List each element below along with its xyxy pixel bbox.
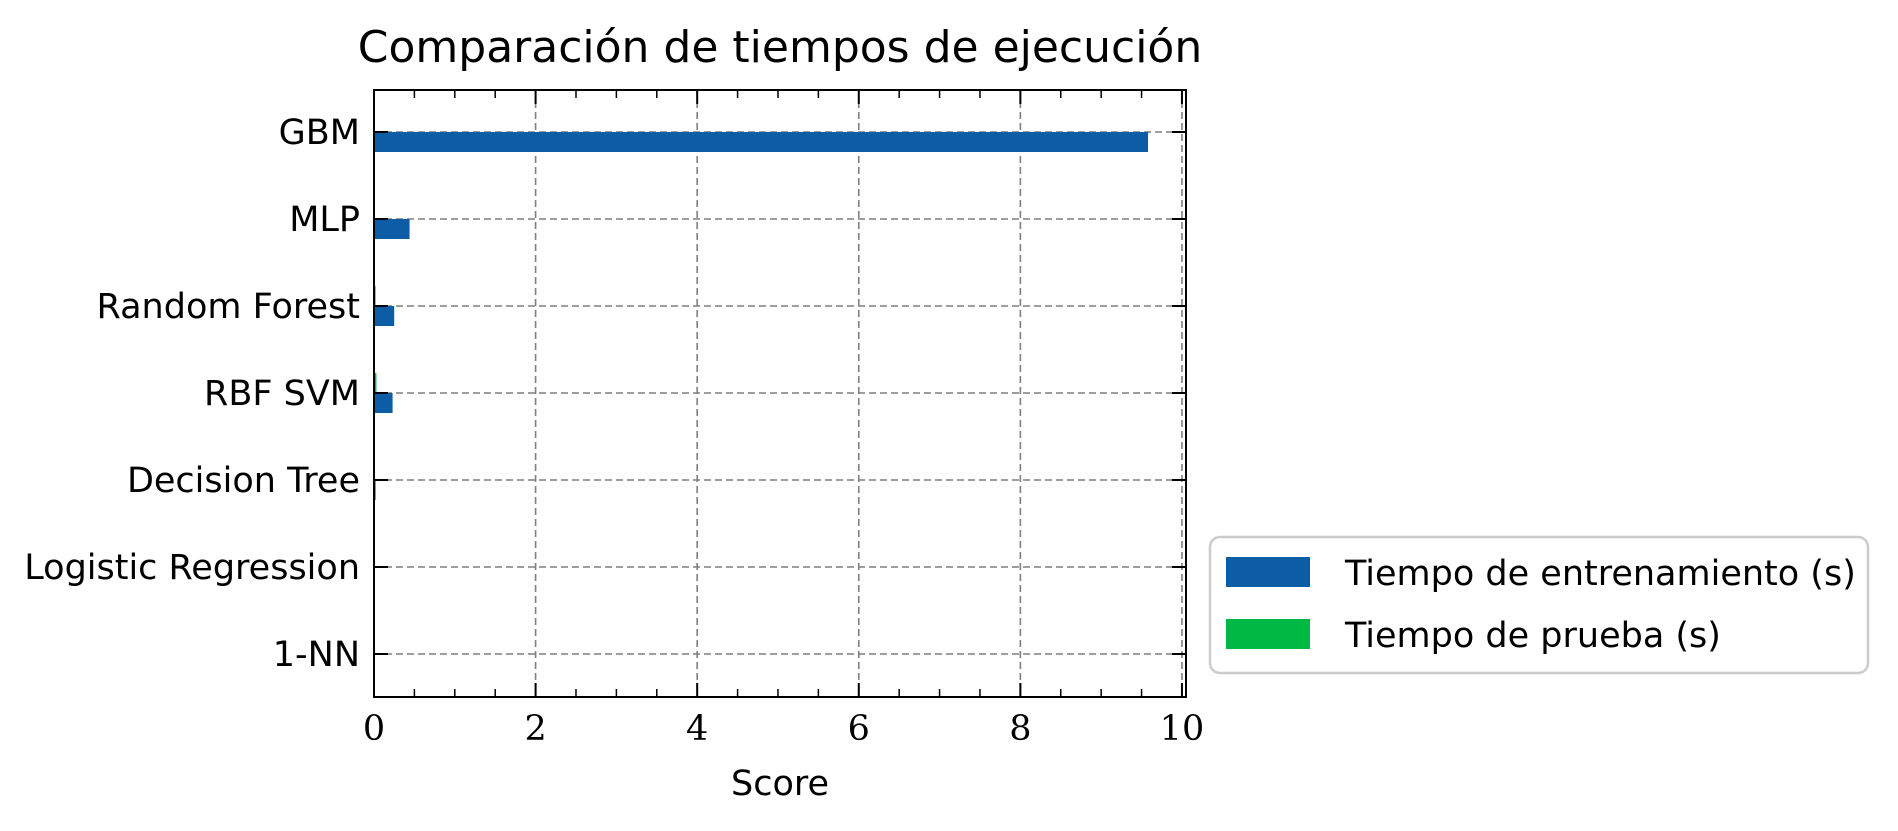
legend-swatch-training	[1226, 557, 1310, 587]
x-tick-label: 10	[1160, 709, 1205, 749]
y-tick-label: MLP	[289, 200, 360, 240]
bar-training	[374, 219, 410, 239]
grid-lines	[373, 90, 1186, 697]
bar-training	[374, 132, 1149, 152]
bars	[374, 132, 1149, 674]
y-tick-label: GBM	[279, 113, 360, 153]
x-tick-label: 8	[1009, 709, 1031, 749]
y-tick-label: Decision Tree	[127, 461, 360, 501]
y-tick-label: RBF SVM	[204, 374, 360, 414]
axis-ticks	[373, 90, 1186, 697]
legend: Tiempo de entrenamiento (s) Tiempo de pr…	[1208, 535, 1870, 675]
legend-frame	[1208, 535, 1870, 675]
y-tick-labels: GBM MLP Random Forest RBF SVM Decision Tree L…	[24, 113, 360, 675]
x-axis-label: Score	[731, 764, 829, 804]
x-tick-label: 2	[524, 709, 546, 749]
x-tick-label: 6	[848, 709, 870, 749]
bar-test	[374, 373, 377, 393]
legend-swatch-test	[1226, 619, 1310, 649]
legend-label-test: Tiempo de prueba (s)	[1344, 616, 1721, 656]
bar-training	[374, 393, 393, 413]
chart-title: Comparación de tiempos de ejecución	[358, 22, 1202, 73]
bar-training	[374, 306, 395, 326]
x-tick-labels: 0 2 4 6 8 10	[363, 709, 1204, 749]
y-tick-label: 1-NN	[273, 635, 360, 675]
y-tick-label: Random Forest	[97, 287, 360, 327]
y-tick-label: Logistic Regression	[24, 548, 360, 588]
x-tick-label: 0	[363, 709, 385, 749]
x-tick-label: 4	[686, 709, 708, 749]
legend-label-training: Tiempo de entrenamiento (s)	[1344, 554, 1856, 594]
